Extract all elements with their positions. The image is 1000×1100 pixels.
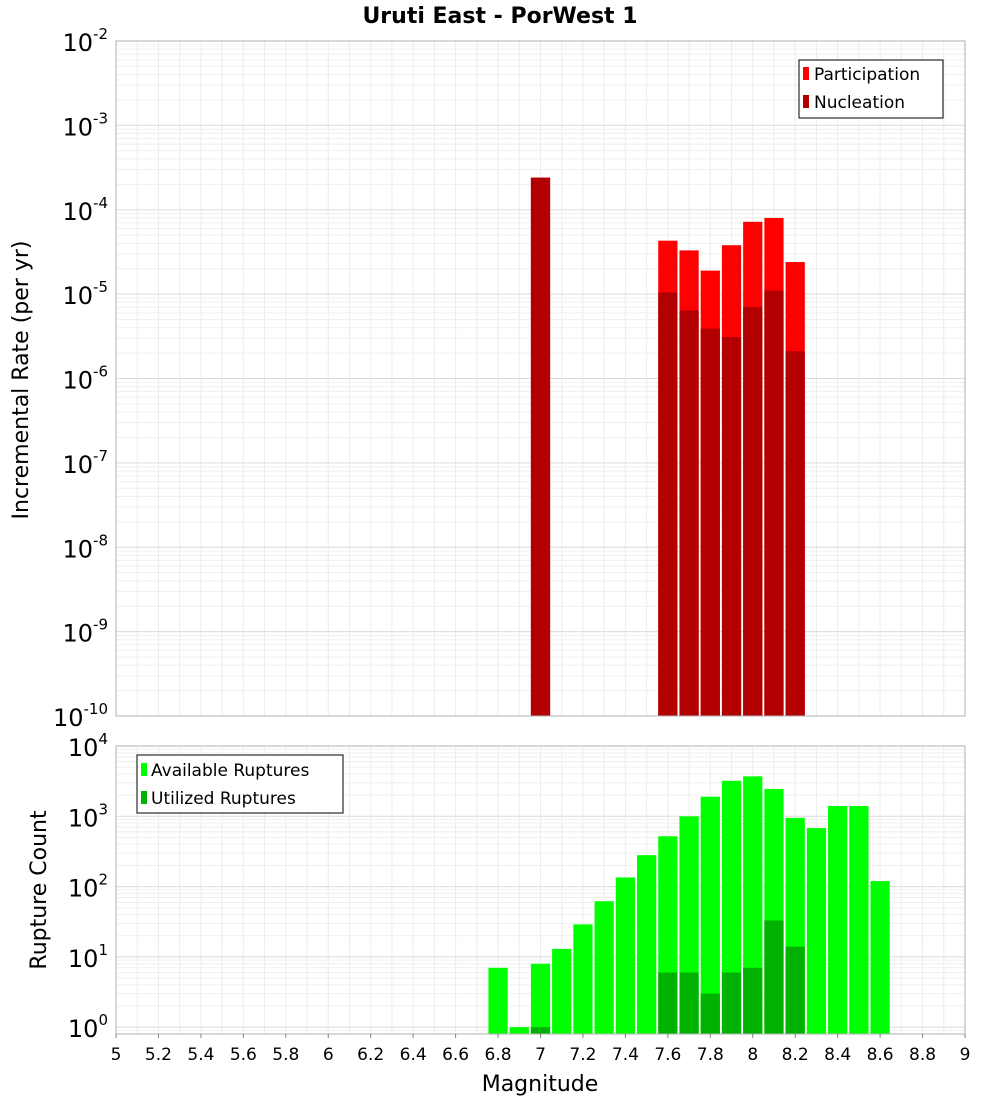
legend-top: Participation Nucleation (798, 59, 944, 119)
top-plot-border (115, 40, 966, 717)
x-tick-label: 5.8 (272, 1045, 299, 1065)
nucleation-bar (530, 177, 551, 716)
legend-top-box (798, 59, 944, 119)
x-tick-label: 8.4 (824, 1045, 851, 1065)
top-y-tick-label: 10-7 (62, 447, 108, 479)
x-tick-label: 8.2 (782, 1045, 809, 1065)
utilized-bar (785, 946, 805, 1034)
available-bar (700, 796, 720, 1034)
x-tick-label: 6.4 (400, 1045, 427, 1065)
available-bar (637, 855, 657, 1034)
top-y-tick-label: 10-5 (62, 278, 108, 310)
legend-bottom-box (136, 754, 344, 814)
rate-plot: 10-2 10-3 10-4 10-5 10-6 10-7 10-8 10-9 10-10 (53, 25, 966, 732)
top-y-tick-label: 10-9 (62, 616, 108, 648)
legend-nucleation-label: Nucleation (814, 93, 905, 113)
available-bar (509, 1027, 529, 1034)
top-y-tick-label: 10-2 (62, 25, 108, 57)
top-y-tick-label: 10-10 (53, 700, 108, 732)
x-tick-label: 7 (535, 1045, 546, 1065)
utilized-bar (743, 967, 763, 1034)
available-bar (870, 881, 890, 1034)
legend-nucleation-swatch (803, 95, 809, 108)
x-axis-label: Magnitude (482, 1072, 599, 1097)
legend-available-swatch (141, 763, 147, 776)
nucleation-bar (658, 292, 678, 716)
available-bar (721, 780, 742, 1034)
top-y-tick-label: 10-8 (62, 531, 108, 563)
legend-utilized-swatch (141, 791, 147, 804)
nucleation-bar (764, 290, 784, 716)
top-y-axis-label: Incremental Rate (per yr) (9, 241, 34, 520)
x-tick-label: 7.4 (612, 1045, 639, 1065)
available-bar (573, 924, 593, 1034)
top-y-tick-label: 10-4 (62, 194, 108, 226)
x-tick-label: 7.2 (569, 1045, 596, 1065)
legend-participation-label: Participation (814, 65, 920, 85)
x-tick-label: 5 (111, 1045, 122, 1065)
x-tick-label: 6.8 (485, 1045, 512, 1065)
available-bar (849, 806, 869, 1034)
x-tick-label: 5.2 (145, 1045, 172, 1065)
utilized-bar (530, 1027, 551, 1034)
utilized-bar (764, 920, 784, 1034)
nucleation-bar (743, 307, 763, 716)
utilized-bar (721, 972, 742, 1034)
bottom-y-tick-label: 104 (68, 730, 108, 762)
nucleation-bar (700, 328, 720, 716)
available-bar (828, 806, 848, 1034)
chart-title: Uruti East - PorWest 1 (362, 4, 637, 29)
available-bar (488, 967, 508, 1034)
available-bar (530, 963, 551, 1034)
x-tick-label: 5.4 (187, 1045, 214, 1065)
legend-utilized-label: Utilized Ruptures (151, 789, 296, 809)
x-tick-label: 6.2 (357, 1045, 384, 1065)
x-tick-label: 8.6 (867, 1045, 894, 1065)
x-tick-label: 7.8 (697, 1045, 724, 1065)
x-tick-label: 9 (960, 1045, 971, 1065)
utilized-bar (679, 972, 699, 1034)
legend-participation-swatch (803, 67, 809, 80)
bottom-y-tick-label: 103 (68, 800, 108, 832)
legend-available-label: Available Ruptures (151, 761, 309, 781)
x-tick-label: 6.6 (442, 1045, 469, 1065)
available-bar (615, 877, 636, 1034)
x-tick-label: 8.8 (909, 1045, 936, 1065)
bottom-y-axis-label: Rupture Count (27, 810, 52, 970)
bottom-y-tick-label: 100 (68, 1011, 108, 1043)
nucleation-bar (679, 310, 699, 716)
x-tick-label: 5.6 (230, 1045, 257, 1065)
available-bar (552, 948, 572, 1034)
utilized-bar (700, 993, 720, 1034)
bottom-y-tick-label: 101 (68, 941, 108, 973)
top-y-tick-label: 10-3 (62, 109, 108, 141)
x-tick-label: 7.6 (654, 1045, 681, 1065)
top-y-tick-label: 10-6 (62, 363, 108, 395)
x-tick-label: 6 (323, 1045, 334, 1065)
available-bar (594, 901, 614, 1034)
bottom-y-tick-label: 102 (68, 871, 108, 903)
nucleation-bar (721, 337, 742, 716)
utilized-bar (658, 972, 678, 1034)
available-bar (806, 828, 827, 1034)
x-tick-label: 8 (747, 1045, 758, 1065)
legend-bottom: Available Ruptures Utilized Ruptures (136, 754, 344, 814)
nucleation-bar (785, 351, 805, 716)
